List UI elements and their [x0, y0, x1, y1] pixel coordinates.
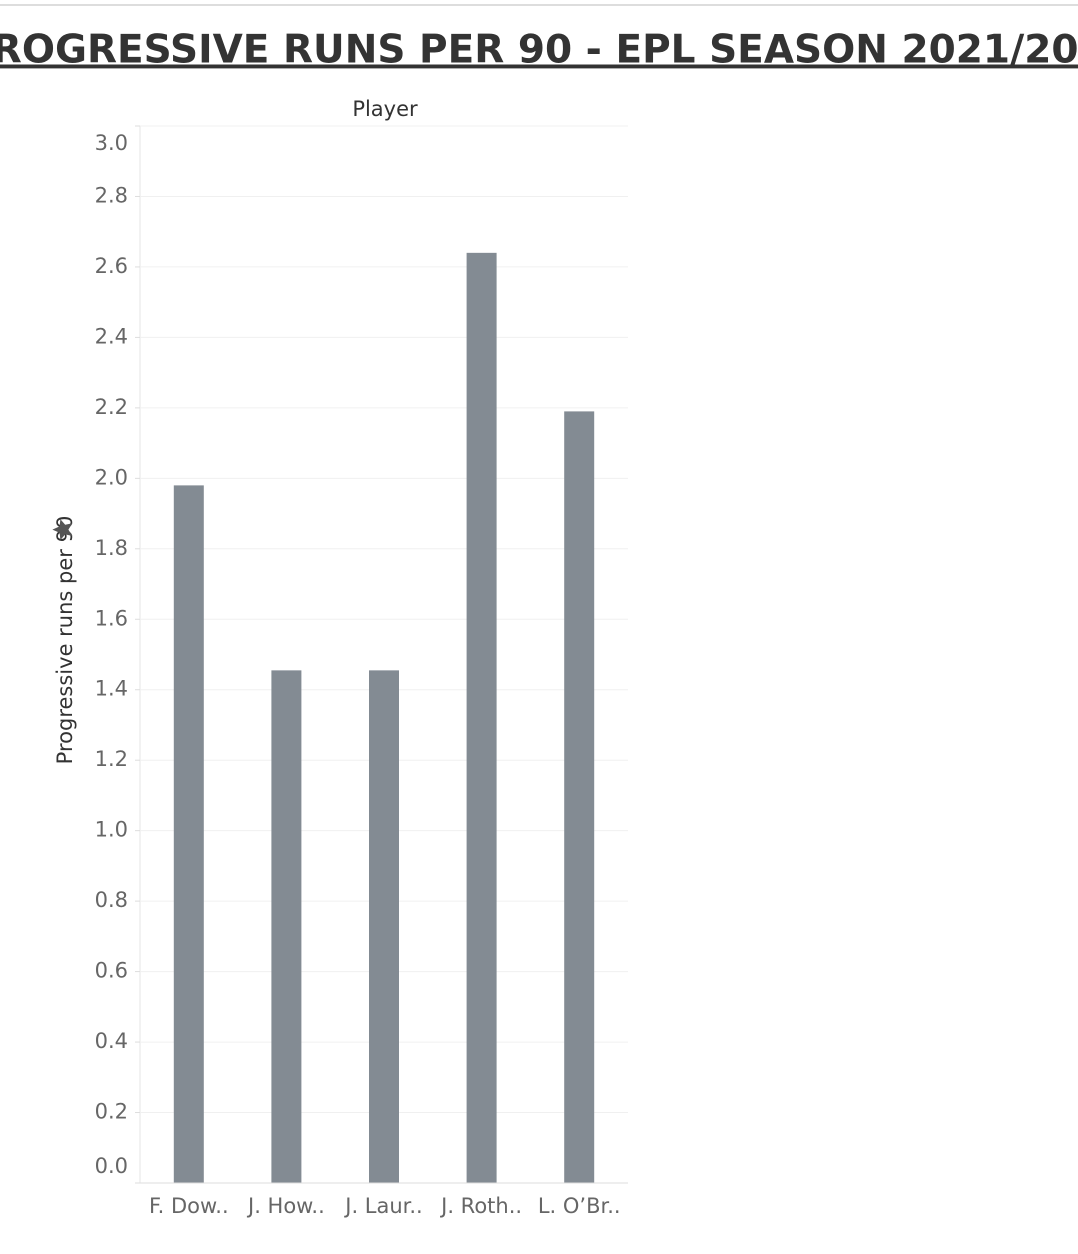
y-tick-label: 2.0: [95, 465, 128, 489]
y-tick-label: 0.0: [95, 1154, 128, 1178]
y-tick-label: 2.2: [95, 395, 128, 419]
x-tick-label: F. Dow..: [149, 1194, 229, 1218]
y-tick-label: 2.6: [95, 254, 128, 278]
y-axis-title: Progressive runs per 90: [53, 516, 77, 765]
y-tick-label: 1.8: [95, 536, 128, 560]
y-axis-title-group: Progressive runs per 90: [52, 516, 77, 765]
y-tick-label: 3.0: [95, 131, 128, 155]
x-tick-label: J. Roth..: [439, 1194, 522, 1218]
y-tick-label: 0.4: [95, 1029, 128, 1053]
pin-icon: [52, 519, 73, 540]
y-tick-label: 1.0: [95, 818, 128, 842]
bar: [564, 411, 595, 1183]
bar: [369, 670, 399, 1183]
x-tick-label: L. O’Br..: [538, 1194, 621, 1218]
x-tick-label: J. How..: [246, 1194, 325, 1218]
bar: [271, 670, 302, 1183]
y-tick-label: 2.4: [95, 324, 128, 348]
y-tick-label: 0.8: [95, 888, 128, 912]
chart-title: PROGRESSIVE RUNS PER 90 - EPL SEASON 202…: [0, 28, 1078, 73]
y-tick-label: 0.6: [95, 959, 128, 983]
y-tick-label: 1.2: [95, 747, 128, 771]
y-tick-label: 1.6: [95, 606, 128, 630]
y-tick-label: 0.2: [95, 1100, 128, 1124]
y-tick-label: 2.8: [95, 183, 128, 207]
bar: [466, 252, 497, 1184]
x-axis-title: Player: [352, 97, 418, 121]
bar: [173, 485, 204, 1183]
y-tick-label: 1.4: [95, 677, 128, 701]
x-tick-label: J. Laur..: [343, 1194, 422, 1218]
